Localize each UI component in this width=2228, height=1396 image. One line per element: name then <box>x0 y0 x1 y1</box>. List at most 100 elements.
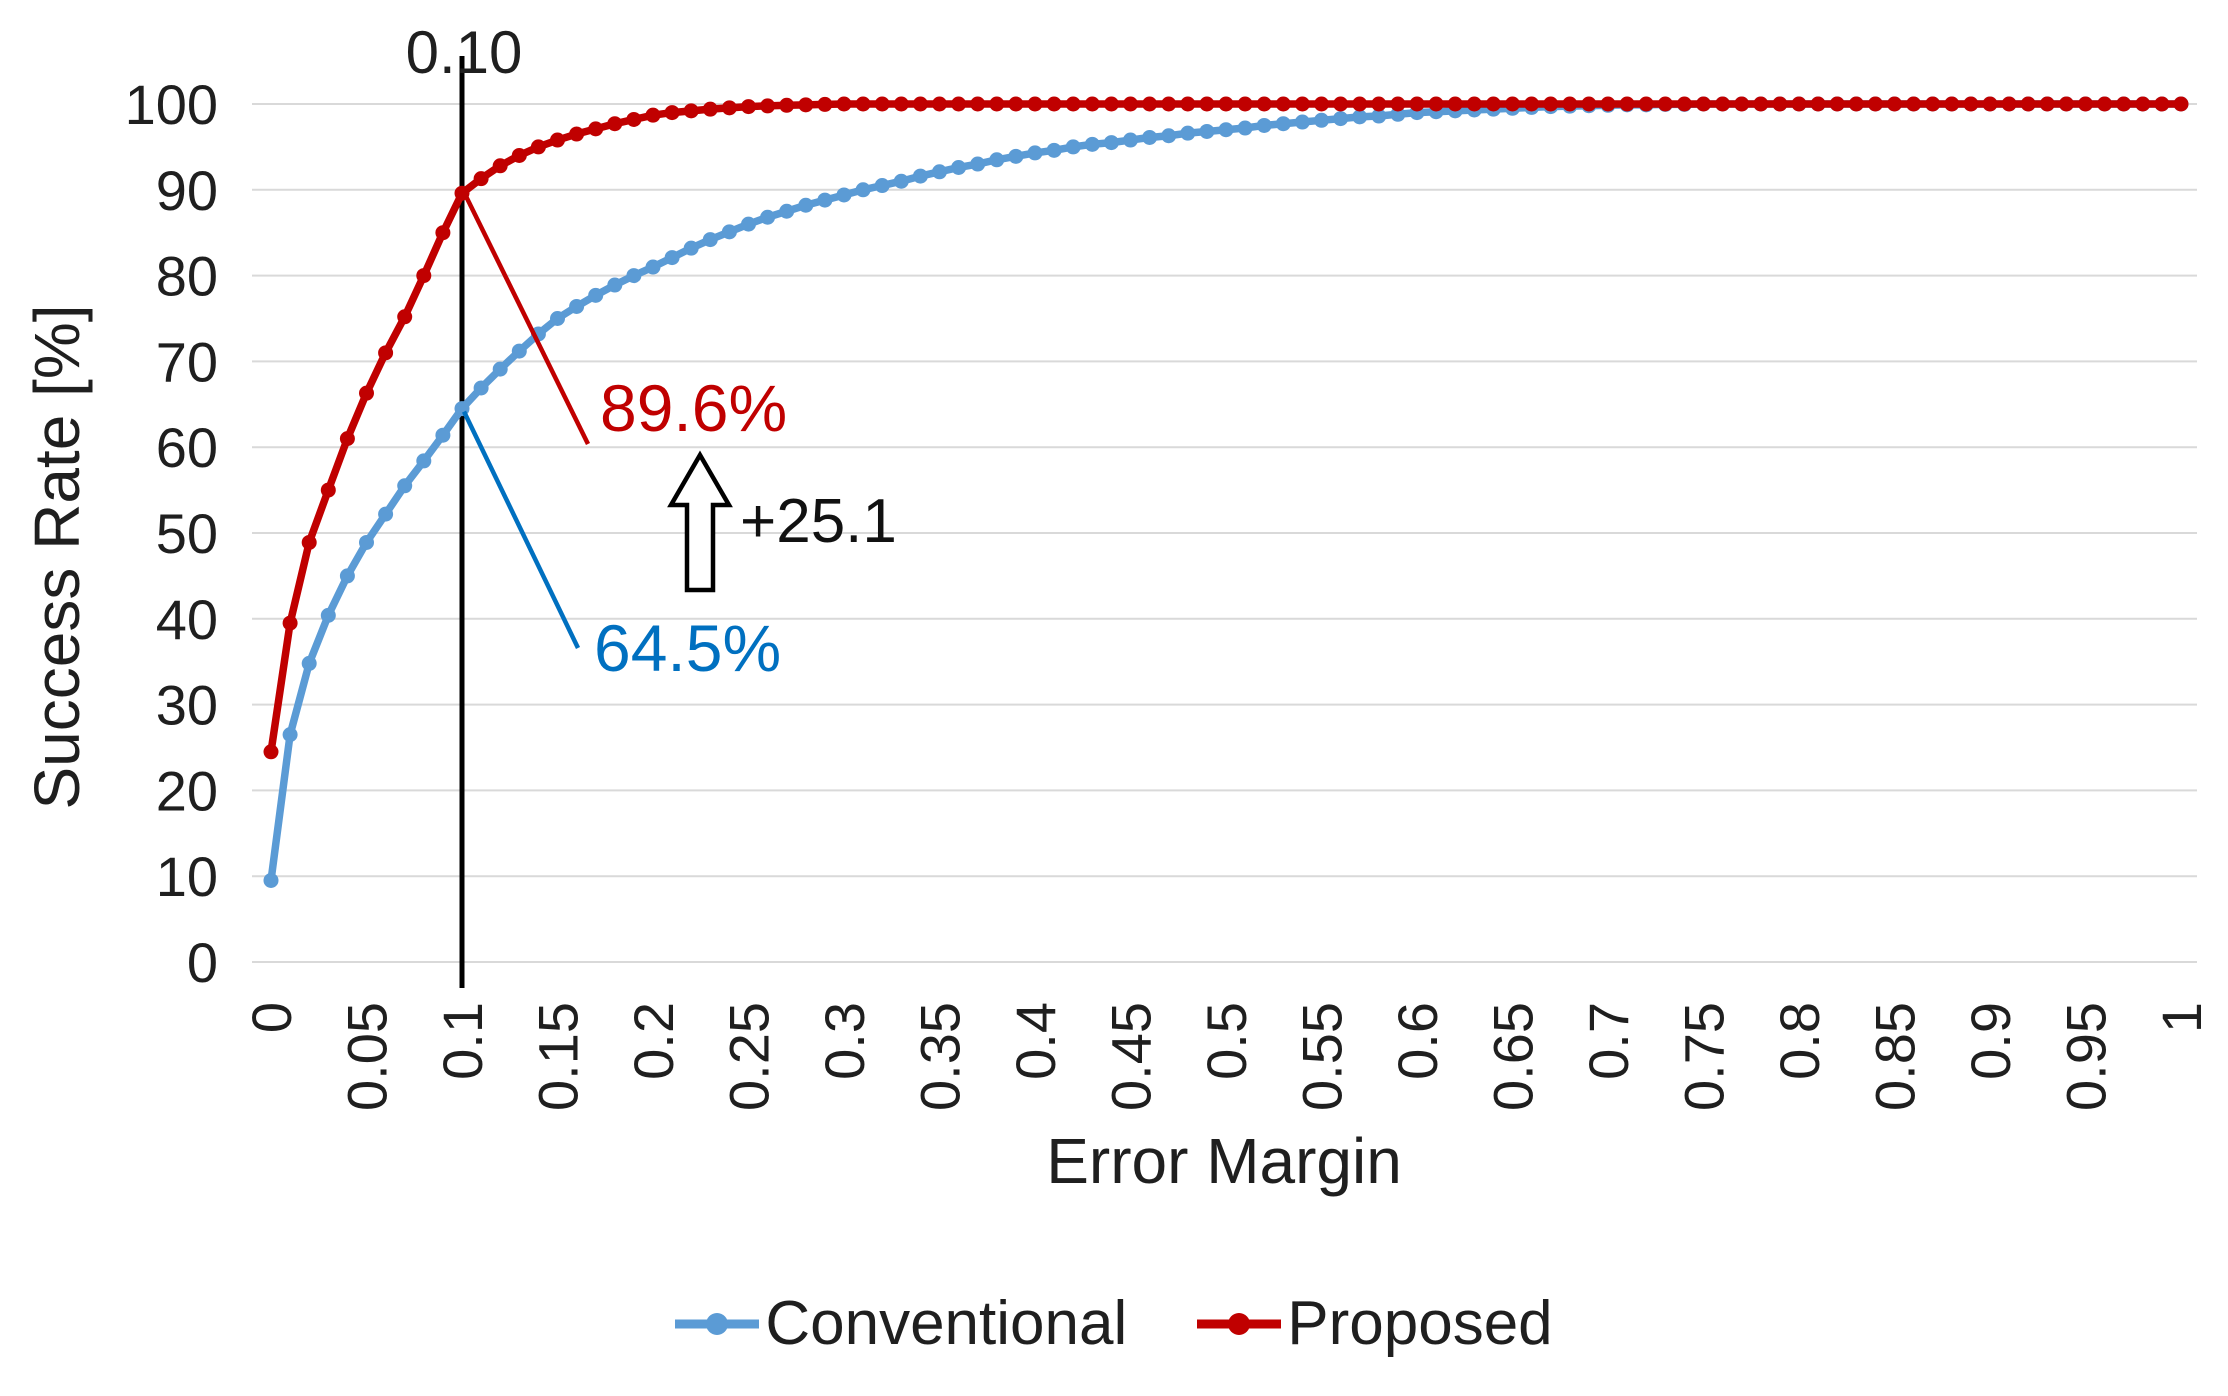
y-tick-label: 20 <box>156 759 218 822</box>
series-marker-conventional <box>1142 129 1158 145</box>
series-marker-conventional <box>836 187 852 203</box>
x-axis-title: Error Margin <box>1046 1125 1402 1197</box>
series-marker-proposed <box>1123 96 1138 112</box>
series-marker-proposed <box>1906 96 1922 112</box>
series-marker-conventional <box>970 156 986 172</box>
series-marker-proposed <box>1848 96 1864 112</box>
series-marker-proposed <box>817 96 833 112</box>
series-marker-proposed <box>1390 96 1406 112</box>
series-marker-conventional <box>1352 109 1368 125</box>
x-tick-label: 0.85 <box>1864 1002 1927 1111</box>
series-marker-proposed <box>1103 96 1119 112</box>
series-marker-proposed <box>1925 96 1941 112</box>
series-marker-proposed <box>1791 96 1807 112</box>
legend-item-conventional: Conventional <box>675 1288 1127 1359</box>
series-marker-proposed <box>702 101 718 117</box>
series-marker-proposed <box>2154 96 2170 112</box>
series-marker-conventional <box>397 478 413 494</box>
series-marker-conventional <box>874 178 890 194</box>
series-marker-conventional <box>1084 136 1100 152</box>
vline-label: 0.10 <box>405 19 523 86</box>
y-tick-label: 30 <box>156 674 218 737</box>
series-marker-conventional <box>1390 106 1406 122</box>
series-marker-proposed <box>2039 96 2055 112</box>
series-marker-proposed <box>1810 96 1826 112</box>
series-marker-proposed <box>1084 96 1100 112</box>
proposed-leader-line <box>463 195 591 445</box>
series-marker-conventional <box>1218 122 1234 138</box>
series-marker-conventional <box>1103 135 1119 151</box>
series-marker-proposed <box>1696 96 1711 112</box>
series-marker-conventional <box>855 182 871 198</box>
series-marker-proposed <box>2001 96 2017 112</box>
series-marker-proposed <box>473 171 489 187</box>
series-marker-conventional <box>951 159 967 175</box>
series-marker-proposed <box>626 111 642 127</box>
series-marker-proposed <box>2097 96 2113 112</box>
series-marker-proposed <box>683 103 699 119</box>
series-marker-proposed <box>1333 96 1349 112</box>
conventional-value-annotation: 64.5% <box>594 611 782 685</box>
series-marker-proposed <box>741 99 756 115</box>
series-marker-proposed <box>607 116 623 132</box>
series-marker-proposed <box>1581 96 1597 112</box>
delta-annotation: +25.1 <box>740 487 897 556</box>
series-marker-conventional <box>626 268 642 284</box>
series-marker-proposed <box>320 482 336 498</box>
series-marker-proposed <box>1715 96 1731 112</box>
series-marker-conventional <box>339 568 355 584</box>
series-marker-proposed <box>416 268 432 284</box>
series-marker-conventional <box>1008 148 1024 164</box>
series-marker-proposed <box>492 158 508 174</box>
series-marker-conventional <box>569 298 585 314</box>
series-marker-proposed <box>1371 96 1387 112</box>
series-marker-proposed <box>1753 96 1769 112</box>
series-marker-proposed <box>1065 96 1081 112</box>
x-tick-label: 0.9 <box>1959 1002 2022 1080</box>
series-marker-proposed <box>951 96 967 112</box>
series-marker-proposed <box>912 96 928 112</box>
series-marker-proposed <box>1772 96 1788 112</box>
series-marker-conventional <box>1065 139 1081 155</box>
y-tick-label: 0 <box>187 931 218 994</box>
x-tick-label: 0.1 <box>431 1002 494 1080</box>
series-marker-proposed <box>1485 96 1501 112</box>
series-marker-conventional <box>1294 114 1310 130</box>
series-marker-proposed <box>1657 96 1673 112</box>
y-tick-label: 90 <box>156 159 218 222</box>
proposed-value-annotation: 89.6% <box>600 371 788 445</box>
series-marker-conventional <box>932 164 947 180</box>
series-marker-conventional <box>664 250 680 266</box>
series-marker-conventional <box>1027 145 1043 161</box>
x-tick-label: 0 <box>240 1002 303 1033</box>
series-marker-conventional <box>1256 117 1272 133</box>
x-tick-label: 0.25 <box>718 1002 781 1111</box>
series-marker-proposed <box>1142 96 1158 112</box>
series-marker-conventional <box>893 173 909 189</box>
y-tick-label: 50 <box>156 502 218 565</box>
series-marker-proposed <box>1027 96 1043 112</box>
series-line-proposed <box>267 100 2181 753</box>
chart-legend: Conventional Proposed <box>0 1288 2228 1359</box>
y-tick-label: 80 <box>156 245 218 308</box>
series-marker-conventional <box>1371 108 1387 124</box>
series-marker-proposed <box>1256 96 1272 112</box>
series-marker-proposed <box>1963 96 1979 112</box>
proposed-line-marker-icon <box>1197 1312 1282 1335</box>
x-tick-label: 0.55 <box>1291 1002 1354 1111</box>
x-tick-label: 0.15 <box>527 1002 590 1111</box>
series-marker-conventional <box>817 192 833 208</box>
conventional-leader-line <box>461 410 581 649</box>
series-marker-conventional <box>1199 123 1215 139</box>
series-marker-conventional <box>359 534 374 550</box>
x-tick-label: 0.6 <box>1386 1002 1449 1080</box>
series-marker-proposed <box>855 96 871 112</box>
series-marker-proposed <box>1314 96 1329 112</box>
series-marker-proposed <box>1638 96 1654 112</box>
series-marker-proposed <box>970 96 986 112</box>
series-marker-proposed <box>2058 96 2074 112</box>
series-marker-proposed <box>378 345 394 361</box>
series-marker-conventional <box>1046 142 1062 158</box>
series-marker-proposed <box>1447 96 1463 112</box>
